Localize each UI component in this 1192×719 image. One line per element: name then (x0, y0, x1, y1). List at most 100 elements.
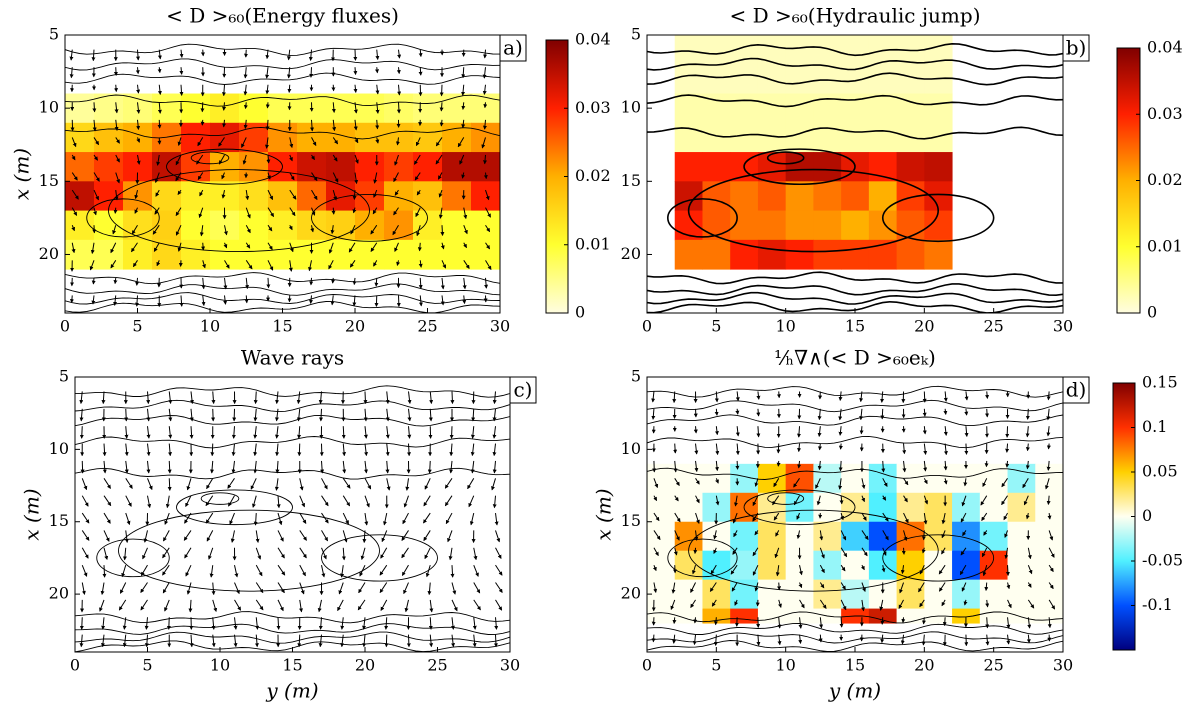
x-tick-label: 25 (417, 317, 437, 336)
arrow (409, 426, 410, 438)
x-tick-label: 10 (200, 317, 220, 336)
arrow (716, 409, 717, 415)
heat-cell (210, 181, 240, 211)
arrow (882, 635, 883, 643)
colorbar-tick-label: 0.04 (1147, 38, 1183, 57)
arrow (268, 278, 269, 288)
arrow (141, 565, 147, 575)
contour (75, 415, 510, 426)
arrow (211, 565, 213, 577)
arrow (104, 565, 105, 577)
x-tick-label: 0 (642, 656, 652, 675)
heat-cell (355, 181, 385, 211)
arrow (181, 295, 182, 306)
arrow (256, 391, 257, 403)
arrow (246, 295, 247, 302)
arrow (359, 583, 365, 593)
heat-cell (730, 609, 758, 624)
heat-cell (326, 181, 356, 211)
arrow (82, 617, 83, 629)
contour (75, 624, 510, 635)
arrow (338, 600, 344, 611)
arrow (716, 444, 717, 455)
arrow (354, 295, 355, 305)
arrow (737, 391, 738, 400)
heat-cell (123, 240, 153, 270)
arrow (268, 155, 269, 163)
contour (65, 73, 500, 84)
arrow (496, 565, 503, 575)
arrow (924, 426, 925, 434)
arrow (245, 67, 246, 78)
arrow (841, 444, 842, 450)
arrow (203, 243, 204, 250)
arrow (364, 635, 365, 647)
arrow (365, 391, 366, 403)
colorbar-tick-label: 0.05 (1142, 462, 1178, 481)
arrow (924, 409, 925, 416)
arrow (441, 120, 442, 126)
arrow (115, 313, 116, 324)
colorbar-tick-label: 0.01 (575, 234, 611, 253)
arrow (494, 444, 495, 456)
arrow (120, 583, 125, 594)
y-tick-label: 15 (621, 511, 641, 530)
contour (647, 436, 1063, 447)
arrow (446, 513, 452, 524)
heat-cell (1035, 580, 1063, 609)
heat-cell (924, 551, 952, 580)
heat-cell (1008, 493, 1036, 522)
panel-label: a) (503, 36, 523, 60)
heat-cell (702, 181, 730, 211)
arrow (148, 461, 149, 473)
arrow (169, 652, 170, 664)
heat-cell (980, 522, 1008, 551)
arrow (384, 513, 386, 525)
arrow (987, 391, 988, 398)
arrow (451, 461, 452, 473)
arrow (355, 67, 356, 74)
heat-cell (869, 94, 897, 153)
arrow (137, 278, 138, 285)
heat-cell (152, 240, 182, 270)
arrow (360, 565, 365, 576)
arrow (343, 426, 344, 438)
arrow (206, 513, 213, 523)
y-tick-label: 20 (39, 244, 59, 263)
arrow (945, 409, 946, 414)
arrow (945, 617, 946, 625)
arrow (430, 635, 431, 647)
arrow (377, 50, 378, 60)
heat-cell (897, 240, 925, 270)
heat-cell (952, 580, 980, 609)
y-tick-label: 10 (39, 98, 59, 117)
arrow (322, 461, 323, 473)
arrow (342, 635, 343, 647)
heat-cell (730, 181, 758, 211)
heat-cell (980, 464, 1008, 493)
arrow (138, 67, 139, 73)
arrow (737, 444, 738, 455)
heat-cell (442, 152, 472, 182)
arrow (321, 617, 322, 629)
panel-title: < D >₆₀(Energy fluxes) (166, 4, 399, 28)
contour (65, 59, 500, 70)
x-tick-label: 10 (775, 317, 795, 336)
panel-label: d) (1066, 378, 1087, 402)
heat-cell (813, 522, 841, 551)
arrow (358, 600, 365, 610)
heat-cell (869, 522, 897, 551)
arrow (386, 617, 387, 629)
arrow (82, 496, 88, 506)
arrow (800, 652, 801, 658)
x-tick-label: 0 (60, 317, 70, 336)
x-axis-label: y (m) (828, 679, 881, 703)
arrow (188, 583, 191, 595)
heat-cell (758, 181, 786, 211)
arrow (365, 426, 366, 438)
arrow (430, 409, 431, 421)
arrow (191, 652, 192, 664)
arrow (125, 548, 126, 560)
heat-cell (841, 181, 869, 211)
arrow (255, 461, 256, 473)
